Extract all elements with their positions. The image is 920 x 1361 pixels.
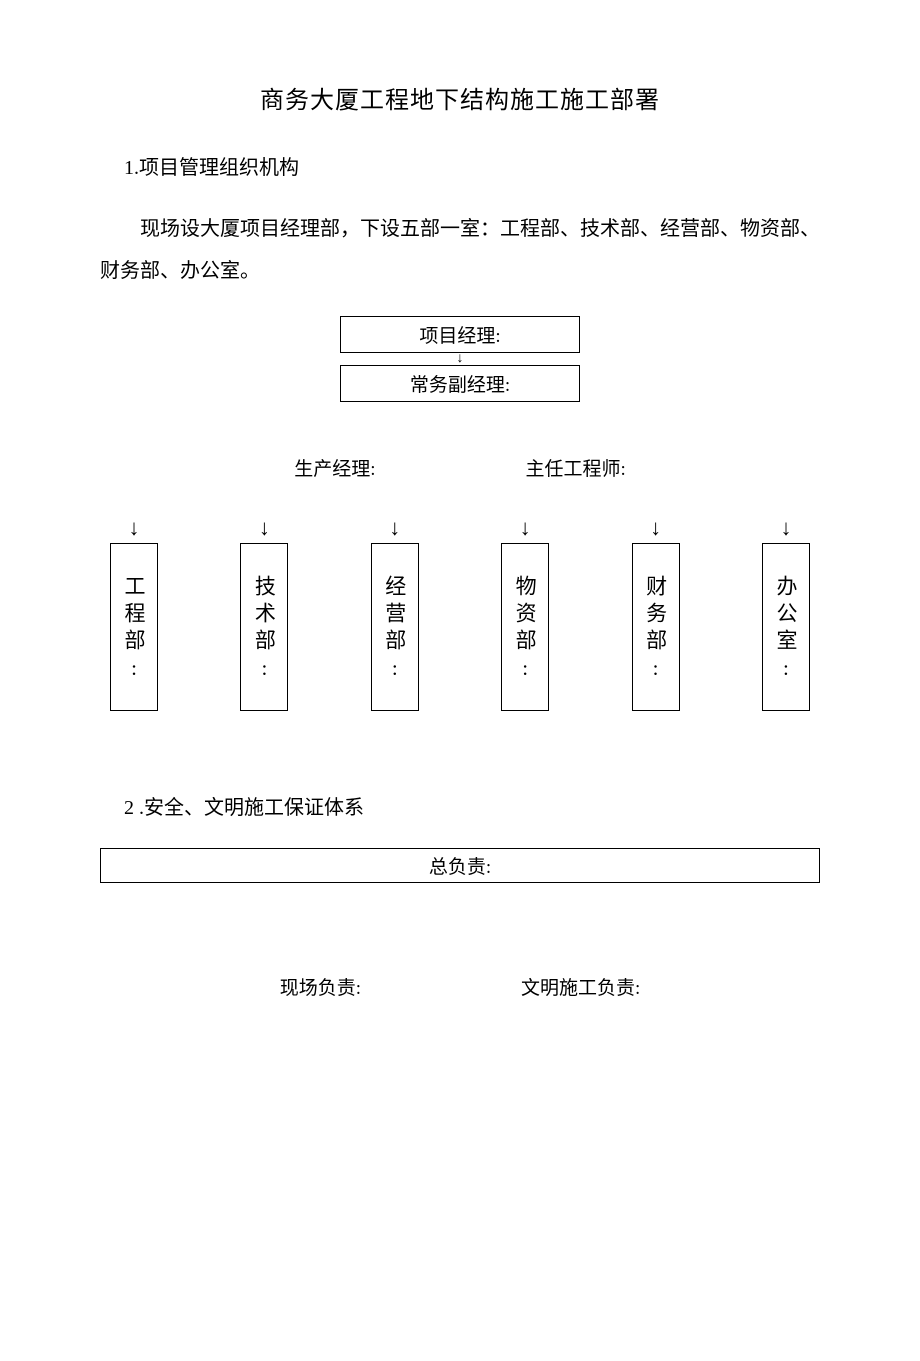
overall-responsible-box: 总负责: bbox=[100, 848, 820, 883]
dept-col-1: ↓ 技术部: bbox=[240, 517, 288, 711]
site-responsible-label: 现场负责: bbox=[280, 973, 361, 1000]
section1-body: 现场设大厦项目经理部，下设五部一室：工程部、技术部、经营部、物资部、财务部、办公… bbox=[100, 208, 820, 292]
departments-row: ↓ 工程部: ↓ 技术部: ↓ 经营部: ↓ 物资部: ↓ 财务部: ↓ 办公室… bbox=[100, 517, 820, 711]
production-manager-label: 生产经理: bbox=[294, 454, 375, 481]
dept-col-5: ↓ 办公室: bbox=[762, 517, 810, 711]
arrow-down-icon: ↓ bbox=[650, 517, 661, 539]
dept-finance: 财务部: bbox=[632, 543, 680, 711]
dept-engineering: 工程部: bbox=[110, 543, 158, 711]
arrow-down-icon: ↓ bbox=[259, 517, 270, 539]
arrow-down-icon: ↓ bbox=[457, 352, 464, 366]
dept-col-3: ↓ 物资部: bbox=[501, 517, 549, 711]
section2-heading: 2 .安全、文明施工保证体系 bbox=[124, 791, 820, 820]
dept-col-2: ↓ 经营部: bbox=[371, 517, 419, 711]
section2: 2 .安全、文明施工保证体系 总负责: 现场负责: 文明施工负责: bbox=[100, 791, 820, 1000]
section1-heading: 1.项目管理组织机构 bbox=[124, 151, 820, 180]
dept-col-4: ↓ 财务部: bbox=[632, 517, 680, 711]
org-chart-top: 项目经理: ↓ 常务副经理: bbox=[100, 316, 820, 402]
arrow-down-icon: ↓ bbox=[520, 517, 531, 539]
document-title: 商务大厦工程地下结构施工施工部署 bbox=[100, 80, 820, 115]
deputy-manager-box: 常务副经理: bbox=[340, 365, 580, 402]
civilized-responsible-label: 文明施工负责: bbox=[521, 973, 640, 1000]
dept-materials: 物资部: bbox=[501, 543, 549, 711]
dept-operations: 经营部: bbox=[371, 543, 419, 711]
arrow-down-icon: ↓ bbox=[389, 517, 400, 539]
dept-technical: 技术部: bbox=[240, 543, 288, 711]
dept-col-0: ↓ 工程部: bbox=[110, 517, 158, 711]
chief-engineer-label: 主任工程师: bbox=[526, 454, 626, 481]
responsibility-row: 现场负责: 文明施工负责: bbox=[100, 973, 820, 1000]
arrow-down-icon: ↓ bbox=[780, 517, 791, 539]
mid-managers-row: 生产经理: 主任工程师: bbox=[100, 454, 820, 481]
dept-office: 办公室: bbox=[762, 543, 810, 711]
arrow-down-icon: ↓ bbox=[129, 517, 140, 539]
project-manager-box: 项目经理: bbox=[340, 316, 580, 353]
